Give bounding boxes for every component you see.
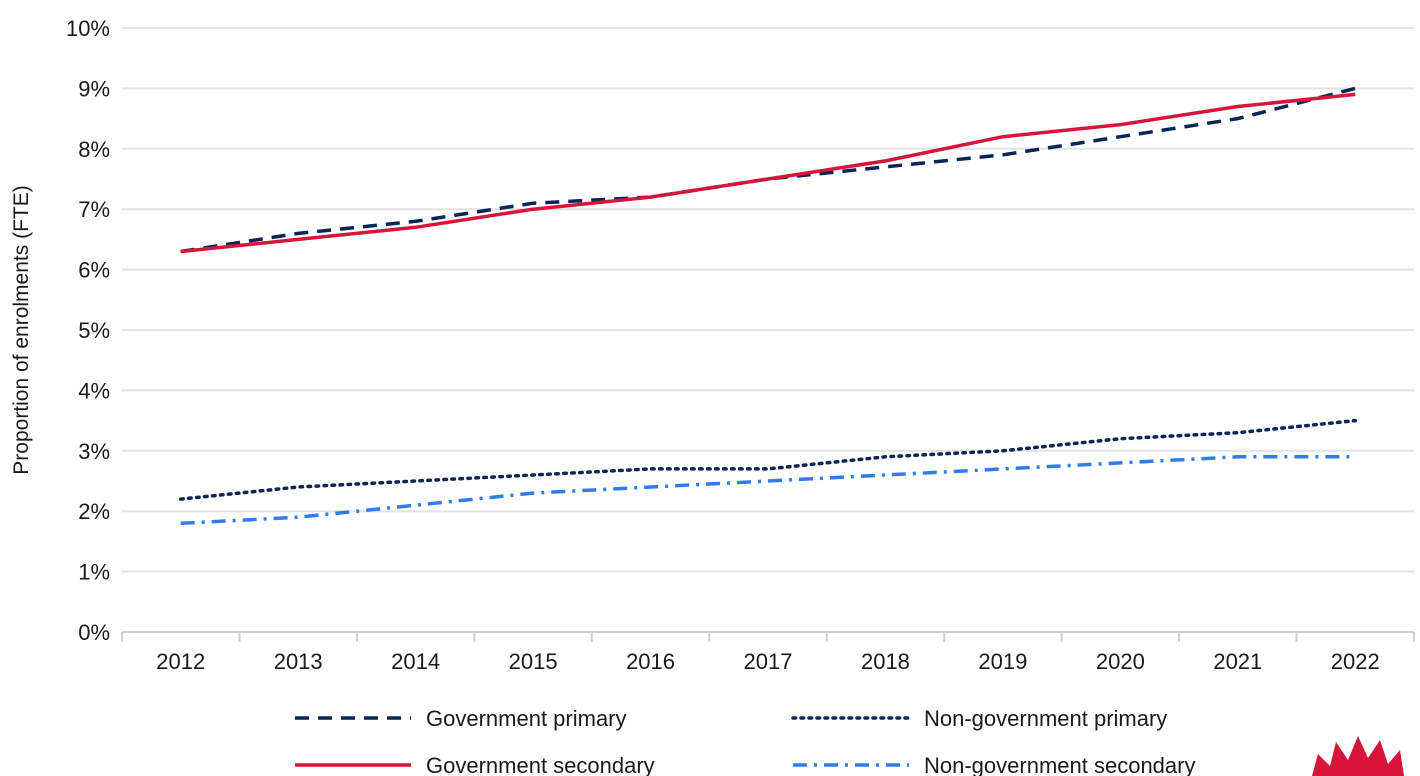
series-line-2 bbox=[180, 92, 1356, 254]
x-tick-label: 2022 bbox=[1331, 649, 1380, 674]
y-tick-label: 7% bbox=[78, 197, 110, 222]
y-tick-label: 5% bbox=[78, 318, 110, 343]
y-tick-label: 3% bbox=[78, 439, 110, 464]
x-tick-label: 2021 bbox=[1213, 649, 1262, 674]
legend-label: Government secondary bbox=[426, 753, 655, 776]
series-line-3 bbox=[180, 455, 1356, 526]
legend: Government primary Non-government primary… bbox=[295, 706, 1195, 776]
x-tick-label: 2012 bbox=[156, 649, 205, 674]
y-axis-ticks: 0% 1% 2% 3% 4% 5% 6% 7% 8% 9% 10% bbox=[66, 16, 110, 645]
x-tick-label: 2017 bbox=[744, 649, 793, 674]
legend-label: Government primary bbox=[426, 706, 627, 731]
x-tick-label: 2014 bbox=[391, 649, 440, 674]
y-tick-label: 10% bbox=[66, 16, 110, 41]
y-tick-label: 4% bbox=[78, 378, 110, 403]
waratah-logo-icon bbox=[1312, 736, 1404, 776]
x-tick-label: 2020 bbox=[1096, 649, 1145, 674]
x-axis-ticks: 2012 2013 2014 2015 2016 2017 2018 2019 2020 2021… bbox=[156, 649, 1379, 674]
legend-label: Non-government primary bbox=[924, 706, 1167, 731]
x-axis bbox=[121, 631, 1415, 642]
series-line-0 bbox=[180, 86, 1356, 254]
x-tick-label: 2018 bbox=[861, 649, 910, 674]
y-tick-label: 2% bbox=[78, 499, 110, 524]
x-tick-label: 2016 bbox=[626, 649, 675, 674]
x-tick-label: 2019 bbox=[978, 649, 1027, 674]
y-tick-label: 8% bbox=[78, 137, 110, 162]
x-tick-label: 2013 bbox=[274, 649, 323, 674]
series-lines bbox=[178, 86, 1358, 526]
x-tick-label: 2015 bbox=[509, 649, 558, 674]
y-tick-label: 9% bbox=[78, 76, 110, 101]
y-axis-title: Proportion of enrolments (FTE) bbox=[10, 185, 33, 474]
y-tick-label: 0% bbox=[78, 620, 110, 645]
y-tick-label: 6% bbox=[78, 258, 110, 283]
legend-label: Non-government secondary bbox=[924, 753, 1195, 776]
y-tick-label: 1% bbox=[78, 560, 110, 585]
grid-lines bbox=[122, 27, 1414, 573]
